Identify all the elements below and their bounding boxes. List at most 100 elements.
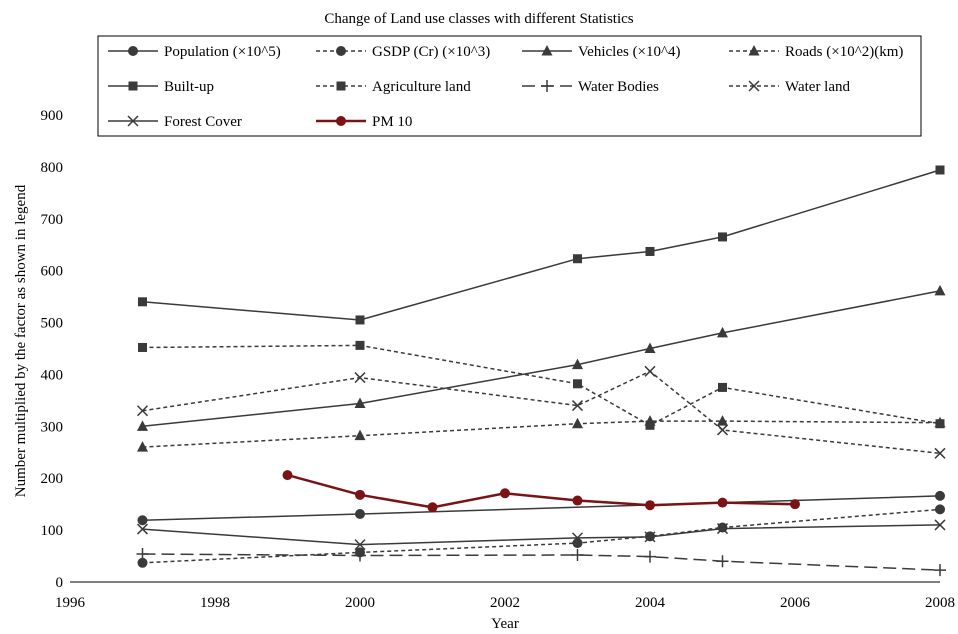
y-axis-title: Number multiplied by the factor as shown… — [13, 184, 29, 497]
y-tick-label: 400 — [41, 367, 64, 383]
x-tick-label: 2002 — [490, 595, 520, 611]
data-point — [935, 419, 945, 429]
series-line — [142, 344, 941, 427]
legend-label: Agriculture land — [372, 79, 471, 95]
series-5 — [138, 340, 945, 430]
legend-item: Agriculture land — [316, 79, 471, 95]
data-point — [572, 358, 583, 370]
legend-marker — [127, 115, 139, 127]
legend-item: GSDP (Cr) (×10^3) — [316, 44, 490, 60]
data-point — [354, 549, 366, 562]
legend: Population (×10^5) GSDP (Cr) (×10^3) Vehic… — [97, 35, 922, 137]
data-point — [717, 497, 728, 508]
data-point — [500, 488, 510, 499]
data-point — [716, 523, 729, 535]
x-axis-title: Year — [491, 616, 519, 632]
series-line — [142, 290, 941, 428]
legend-marker — [128, 81, 138, 91]
data-point — [355, 509, 365, 520]
x-tick-label: 2006 — [780, 595, 811, 611]
data-point — [137, 441, 148, 452]
legend-marker — [128, 46, 138, 56]
series-line — [142, 169, 941, 321]
data-point — [717, 326, 728, 338]
y-tick-label: 500 — [41, 316, 64, 332]
data-point — [573, 379, 582, 389]
legend-item: Roads (×10^2)(km) — [729, 44, 903, 60]
legend-label: Vehicles (×10^4) — [578, 44, 681, 60]
legend-item: Vehicles (×10^4) — [522, 44, 681, 60]
data-point — [572, 417, 583, 429]
series-line — [142, 553, 941, 571]
series-line — [142, 495, 941, 522]
data-point — [355, 340, 365, 350]
series-line — [142, 420, 941, 448]
data-point — [644, 550, 656, 563]
legend-item: Forest Cover — [108, 114, 242, 130]
legend-box — [97, 35, 922, 137]
legend-marker — [336, 116, 346, 126]
legend-item: Water land — [729, 79, 851, 95]
data-point — [934, 284, 946, 296]
data-point — [355, 489, 365, 500]
data-point — [355, 315, 365, 325]
data-point — [718, 382, 727, 392]
legend-label: GSDP (Cr) (×10^3) — [372, 44, 490, 60]
series-6 — [136, 547, 946, 577]
data-point — [136, 547, 149, 560]
legend-label: PM 10 — [372, 114, 412, 130]
data-point — [138, 297, 147, 307]
series-1 — [137, 504, 945, 568]
legend-marker — [748, 45, 760, 56]
data-point — [354, 372, 366, 384]
series-2 — [137, 284, 946, 431]
x-tick-labels: 1996 1998 2000 2002 2004 2006 2008 — [55, 595, 955, 611]
data-point — [572, 538, 583, 549]
data-point — [136, 405, 149, 417]
x-tick-label: 1998 — [200, 595, 230, 611]
series-8 — [136, 519, 946, 551]
data-point — [645, 500, 655, 511]
y-tick-label: 300 — [41, 419, 64, 435]
data-point — [354, 397, 366, 409]
legend-label: Water Bodies — [578, 79, 659, 95]
series-4 — [138, 165, 945, 325]
x-tick-label: 2000 — [345, 595, 375, 611]
legend-label: Built-up — [164, 79, 214, 95]
x-tick-label: 1996 — [55, 595, 86, 611]
data-point — [934, 447, 946, 459]
legend-item: Built-up — [108, 79, 214, 95]
series-7 — [136, 365, 946, 459]
legend-item: Population (×10^5) — [108, 44, 281, 60]
legend-label: Forest Cover — [164, 114, 242, 130]
legend-label: Population (×10^5) — [164, 44, 281, 60]
data-point — [427, 502, 438, 513]
x-tick-label: 2008 — [925, 595, 955, 611]
data-point — [644, 342, 656, 353]
data-point — [571, 549, 584, 562]
data-point — [645, 246, 655, 256]
data-point — [934, 564, 946, 577]
data-point — [136, 523, 149, 535]
data-point — [282, 470, 293, 481]
data-point — [571, 400, 584, 412]
data-point — [354, 429, 366, 441]
legend-item: Water Bodies — [522, 79, 659, 95]
series-9 — [282, 470, 800, 513]
data-point — [934, 519, 946, 531]
data-point — [137, 420, 148, 431]
y-tick-label: 700 — [41, 212, 64, 228]
y-tick-label: 0 — [56, 575, 64, 591]
data-point — [645, 420, 655, 430]
data-point — [644, 531, 656, 543]
series-line — [142, 508, 941, 564]
y-tick-label: 200 — [41, 471, 64, 487]
data-point — [716, 555, 729, 568]
data-point — [790, 499, 800, 510]
data-point — [935, 504, 945, 515]
legend-marker — [541, 80, 553, 92]
legend-item: PM 10 — [316, 114, 412, 130]
data-point — [571, 532, 584, 544]
chart-title: Change of Land use classes with differen… — [324, 11, 633, 27]
